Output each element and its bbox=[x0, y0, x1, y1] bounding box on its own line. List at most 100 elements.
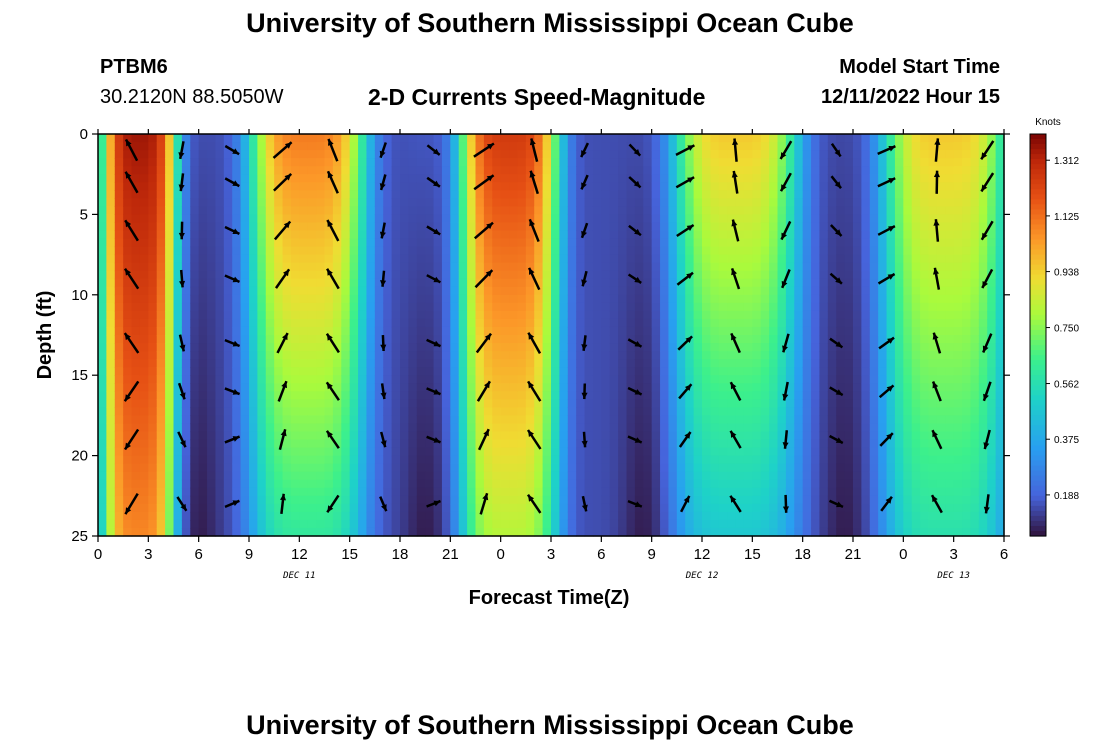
heat-cell bbox=[148, 487, 158, 497]
heat-cell bbox=[416, 431, 426, 441]
heat-cell bbox=[609, 214, 619, 224]
heat-cell bbox=[215, 254, 225, 264]
heat-cell bbox=[634, 479, 644, 489]
heat-cell bbox=[408, 503, 418, 513]
heat-cell bbox=[727, 182, 737, 191]
heat-cell bbox=[836, 254, 846, 264]
heat-cell bbox=[324, 174, 334, 183]
heat-cell bbox=[290, 198, 300, 207]
heat-cell bbox=[894, 270, 904, 280]
heat-cell bbox=[257, 463, 267, 473]
heat-cell bbox=[492, 431, 502, 441]
heat-cell bbox=[467, 407, 477, 416]
heat-cell bbox=[232, 495, 242, 505]
heat-cell bbox=[332, 294, 342, 304]
heat-cell bbox=[190, 343, 200, 352]
heat-cell bbox=[567, 230, 577, 240]
heat-cell bbox=[299, 487, 309, 497]
heat-cell bbox=[911, 206, 921, 215]
heat-cell bbox=[332, 527, 342, 537]
heat-cell bbox=[249, 270, 258, 280]
heat-cell bbox=[634, 503, 644, 513]
heat-cell bbox=[483, 214, 493, 224]
heat-cell bbox=[743, 335, 753, 344]
heat-cell bbox=[651, 463, 661, 473]
heat-cell bbox=[483, 415, 493, 425]
heat-cell bbox=[181, 158, 191, 167]
heat-cell bbox=[928, 238, 938, 248]
heat-cell bbox=[190, 439, 200, 449]
heat-cell bbox=[853, 142, 862, 151]
heat-cell bbox=[769, 278, 779, 288]
heat-cell bbox=[282, 343, 292, 352]
heat-cell bbox=[785, 198, 795, 207]
heat-cell bbox=[425, 447, 435, 457]
heat-cell bbox=[366, 238, 376, 248]
heat-cell bbox=[458, 150, 468, 159]
heat-cell bbox=[98, 519, 107, 529]
heat-cell bbox=[341, 439, 351, 449]
heat-cell bbox=[257, 431, 267, 441]
heat-cell bbox=[274, 318, 284, 328]
heat-cell bbox=[559, 230, 569, 240]
heat-cell bbox=[567, 479, 577, 489]
heat-cell bbox=[492, 150, 502, 159]
heat-cell bbox=[702, 335, 711, 344]
heat-cell bbox=[676, 383, 686, 392]
heat-cell bbox=[760, 335, 770, 344]
heat-cell bbox=[844, 262, 854, 272]
heat-cell bbox=[534, 503, 544, 513]
heat-cell bbox=[584, 455, 594, 465]
heat-cell bbox=[894, 318, 904, 328]
heat-cell bbox=[878, 222, 888, 232]
heat-cell bbox=[148, 383, 158, 392]
heat-cell bbox=[861, 335, 871, 344]
heat-cell bbox=[265, 206, 275, 215]
heat-cell bbox=[383, 190, 393, 199]
heat-cell bbox=[282, 310, 292, 320]
heat-cell bbox=[693, 270, 703, 280]
heat-cell bbox=[685, 214, 695, 224]
heat-cell bbox=[802, 174, 812, 183]
heat-cell bbox=[811, 294, 821, 304]
heat-cell bbox=[777, 214, 787, 224]
heat-cell bbox=[400, 270, 409, 280]
heat-cell bbox=[660, 367, 670, 376]
heat-cell bbox=[869, 471, 879, 481]
heat-cell bbox=[811, 471, 821, 481]
heat-cell bbox=[660, 383, 670, 392]
heat-cell bbox=[416, 294, 426, 304]
heat-cell bbox=[542, 455, 552, 465]
heat-cell bbox=[173, 174, 183, 183]
heat-cell bbox=[265, 383, 275, 392]
heat-cell bbox=[114, 270, 124, 280]
heat-cell bbox=[215, 262, 225, 272]
heat-cell bbox=[643, 455, 653, 465]
heat-cell bbox=[223, 431, 233, 441]
heat-cell bbox=[811, 495, 821, 505]
heat-cell bbox=[106, 343, 116, 352]
heat-cell bbox=[576, 318, 586, 328]
heat-cell bbox=[400, 190, 409, 199]
heat-cell bbox=[903, 270, 913, 280]
heat-cell bbox=[383, 262, 393, 272]
heat-cell bbox=[349, 270, 359, 280]
heat-cell bbox=[592, 198, 602, 207]
heat-cell bbox=[290, 383, 300, 392]
heat-cell bbox=[509, 335, 519, 344]
heat-cell bbox=[307, 455, 317, 465]
heat-cell bbox=[844, 254, 854, 264]
heat-cell bbox=[811, 519, 821, 529]
heat-cell bbox=[660, 351, 670, 360]
heat-cell bbox=[542, 471, 552, 481]
heat-cell bbox=[567, 383, 577, 392]
heat-cell bbox=[903, 335, 913, 344]
heat-cell bbox=[584, 246, 594, 256]
heat-cell bbox=[106, 230, 116, 240]
heat-cell bbox=[920, 423, 930, 433]
heat-cell bbox=[173, 214, 183, 224]
heat-cell bbox=[131, 318, 141, 328]
heat-cell bbox=[760, 198, 770, 207]
heat-cell bbox=[156, 375, 166, 384]
heat-cell bbox=[886, 415, 896, 425]
